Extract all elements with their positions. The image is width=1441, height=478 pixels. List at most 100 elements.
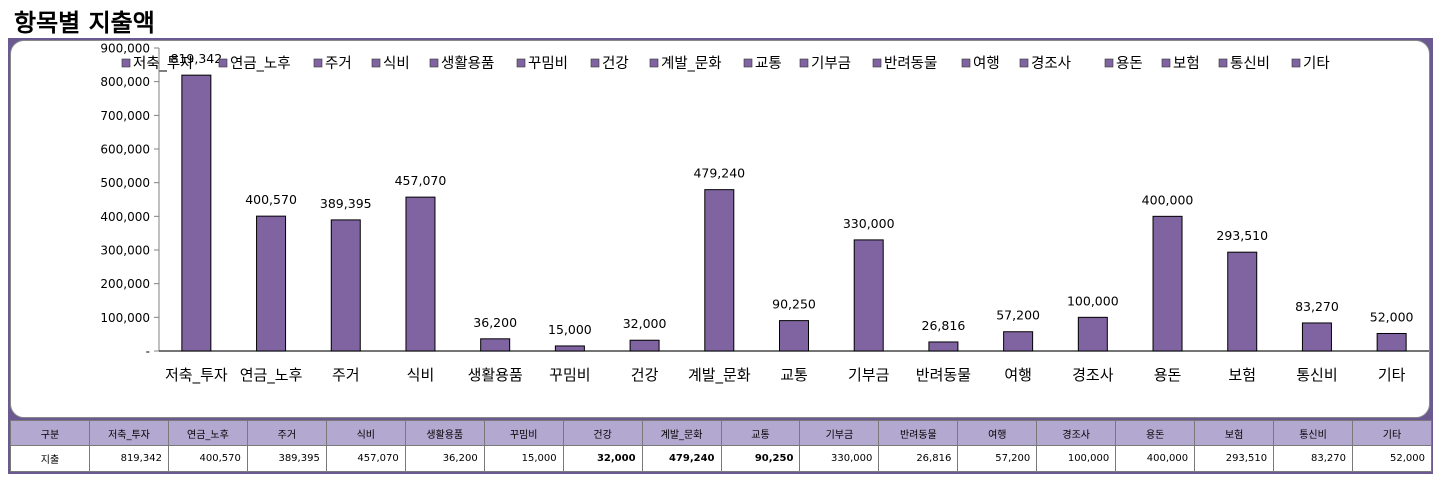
data-label: 90,250 (772, 297, 816, 312)
bar (480, 338, 511, 352)
bar (405, 196, 436, 352)
table-cell: 400,570 (167, 445, 248, 472)
bar (554, 345, 585, 352)
bar (779, 320, 809, 352)
category-label: 꾸밈비 (549, 366, 590, 384)
table-cell: 100,000 (1036, 445, 1117, 472)
legend-label: 식비 (383, 55, 410, 72)
table-cell: 400,000 (1115, 445, 1196, 472)
legend-swatch (590, 58, 600, 68)
y-tick-label: 700,000 (100, 109, 150, 123)
bar (1152, 215, 1183, 352)
bar (629, 339, 660, 352)
y-tick-label: 400,000 (100, 210, 150, 224)
table-cell: 479,240 (641, 445, 722, 472)
bar (704, 189, 735, 352)
y-tick-label: 200,000 (100, 277, 150, 291)
category-label: 계발_문화 (688, 366, 751, 385)
table-header-cell: 주거 (246, 420, 327, 446)
data-label: 15,000 (548, 322, 592, 337)
y-tick-label: 500,000 (100, 176, 150, 190)
table-header-cell: 통신비 (1273, 420, 1353, 446)
page-title: 항목별 지출액 (14, 9, 155, 37)
bar (1003, 331, 1034, 352)
data-label: 479,240 (693, 166, 745, 181)
table-header-cell: 여행 (957, 420, 1038, 446)
legend-swatch (218, 58, 228, 68)
data-table: 구분 저축_투자 연금_노후 주거 식비 생활용품 꾸밈비 건강 계발_문화 교통 기부금 반려동물 여… (10, 420, 1432, 472)
legend-swatch (1161, 58, 1171, 68)
legend-label: 연금_노후 (230, 55, 291, 72)
legend-swatch (1218, 58, 1228, 68)
table-header-row: 구분 저축_투자 연금_노후 주거 식비 생활용품 꾸밈비 건강 계발_문화 교통 기부금 반려동물 여… (10, 420, 1432, 446)
legend-label: 꾸밈비 (528, 55, 568, 72)
data-label: 57,200 (996, 308, 1040, 323)
y-tick-label: 100,000 (100, 311, 150, 325)
y-tick-label: - (146, 345, 150, 359)
data-label: 457,070 (395, 173, 447, 188)
table-cell: 293,510 (1194, 445, 1275, 472)
legend-swatch (743, 58, 753, 68)
y-tick-label: 300,000 (100, 244, 150, 258)
legend-label: 보험 (1173, 55, 1200, 72)
data-label: 83,270 (1295, 299, 1339, 314)
table-header-cell: 구분 (10, 420, 90, 446)
data-label: 26,816 (922, 318, 966, 333)
table-header-cell: 반려동물 (878, 420, 959, 446)
table-cell: 819,342 (89, 445, 169, 472)
table-header-cell: 용돈 (1115, 420, 1196, 446)
table-header-cell: 교통 (720, 420, 801, 446)
legend-swatch (872, 58, 882, 68)
bar (330, 219, 361, 352)
table-header-cell: 건강 (562, 420, 643, 446)
legend-swatch (121, 58, 131, 68)
data-label: 36,200 (473, 315, 517, 330)
table-cell: 52,000 (1352, 445, 1432, 472)
y-tick-label: 600,000 (100, 143, 150, 157)
table-header-cell: 연금_노후 (167, 420, 248, 446)
category-label: 연금_노후 (240, 366, 303, 385)
category-label: 건강 (631, 366, 659, 384)
legend-swatch (429, 58, 439, 68)
y-tick-label: 900,000 (100, 42, 150, 56)
data-label: 330,000 (843, 216, 895, 231)
data-label: 400,570 (245, 192, 297, 207)
legend-label: 생활용품 (441, 55, 494, 72)
category-label: 주거 (332, 366, 360, 384)
bar (853, 239, 884, 352)
chart-area: - 100,000 200,000 300,000 400,000 500,000 600,… (10, 40, 1430, 418)
category-label: 생활용품 (468, 366, 523, 384)
table-header-cell: 꾸밈비 (483, 420, 564, 446)
table-header-cell: 경조사 (1036, 420, 1117, 446)
bar (928, 341, 959, 352)
data-label: 293,510 (1216, 228, 1268, 243)
legend-swatch (649, 58, 659, 68)
bar (1227, 251, 1258, 352)
bar (181, 74, 212, 352)
table-header-cell: 저축_투자 (89, 420, 169, 446)
data-label: 389,395 (320, 196, 372, 211)
bar-chart: - 100,000 200,000 300,000 400,000 500,000 600,… (100, 42, 1429, 385)
table-cell: 83,270 (1273, 445, 1353, 472)
bar (1376, 332, 1407, 352)
legend-swatch (799, 58, 809, 68)
table-cell: 389,395 (246, 445, 327, 472)
legend-swatch (1019, 58, 1029, 68)
table-header-cell: 생활용품 (404, 420, 485, 446)
legend-label: 용돈 (1116, 56, 1143, 72)
legend-swatch (961, 58, 971, 68)
category-label: 보험 (1228, 366, 1256, 384)
legend-label: 경조사 (1031, 55, 1071, 72)
legend-label: 통신비 (1230, 55, 1270, 72)
legend-label: 기부금 (811, 55, 851, 72)
table-header-cell: 기타 (1352, 420, 1432, 446)
data-label: 400,000 (1142, 192, 1194, 207)
category-label: 기부금 (848, 366, 890, 384)
category-label: 반려동물 (916, 366, 971, 384)
table-cell: 26,816 (878, 445, 959, 472)
data-label: 819,342 (171, 51, 223, 66)
legend-swatch (313, 58, 323, 68)
table-header-cell: 식비 (325, 420, 406, 446)
table-cell: 330,000 (799, 445, 880, 472)
bar (1077, 316, 1108, 352)
